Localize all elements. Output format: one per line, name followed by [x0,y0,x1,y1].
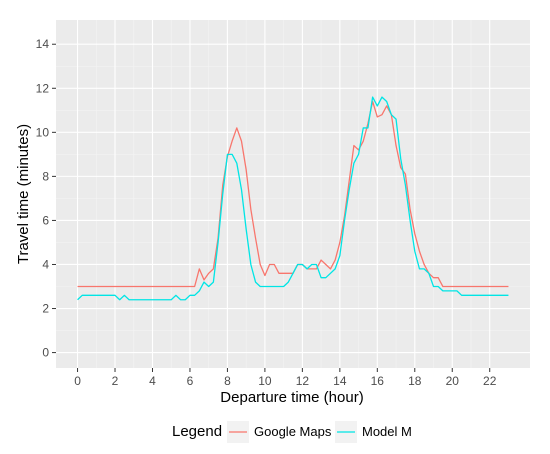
series-layer [77,96,509,301]
x-axis-title: Departure time (hour) [220,389,363,406]
x-tick-label: 4 [149,374,156,388]
x-tick-label: 2 [112,374,119,388]
x-axis: 0 2 4 6 8 10 12 14 16 18 20 22 [74,368,497,388]
y-axis-title: Travel time (minutes) [15,124,32,264]
y-tick-label: 12 [36,81,50,95]
major-gridlines [56,20,530,368]
series-line-model-m [77,96,509,301]
y-tick-label: 2 [42,302,49,316]
y-tick-label: 0 [42,346,49,360]
y-tick-label: 8 [42,169,49,183]
x-tick-label: 8 [224,374,231,388]
plot-panel [56,20,530,368]
legend-item-model-m: Model M [335,421,412,443]
x-tick-label: 16 [371,374,385,388]
y-tick-label: 14 [36,37,50,51]
x-tick-label: 12 [296,374,310,388]
x-tick-label: 0 [74,374,81,388]
legend: Legend Google Maps Model M [172,421,412,443]
y-tick-label: 10 [36,125,50,139]
x-tick-label: 18 [408,374,422,388]
legend-label-model-m: Model M [362,424,412,439]
x-tick-label: 22 [483,374,497,388]
legend-item-google-maps: Google Maps [227,421,332,443]
x-tick-label: 10 [258,374,272,388]
y-tick-label: 4 [42,257,49,271]
x-tick-label: 6 [187,374,194,388]
x-tick-label: 20 [446,374,460,388]
y-axis: 0 2 4 6 8 10 12 14 [36,37,56,360]
x-tick-label: 14 [333,374,347,388]
legend-title: Legend [172,423,222,440]
legend-label-google-maps: Google Maps [254,424,332,439]
y-tick-label: 6 [42,213,49,227]
